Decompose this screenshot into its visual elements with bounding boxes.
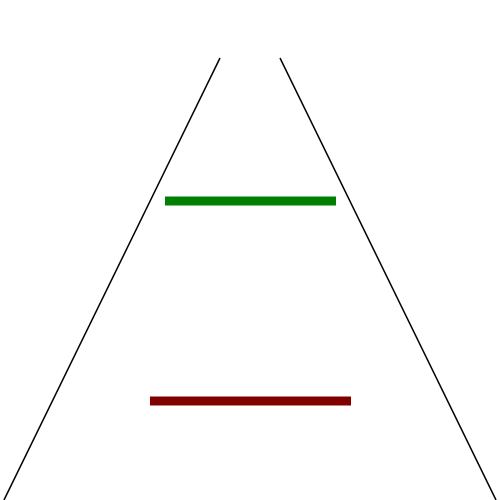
left-converging-line (3, 57, 221, 500)
right-converging-line (279, 57, 497, 500)
